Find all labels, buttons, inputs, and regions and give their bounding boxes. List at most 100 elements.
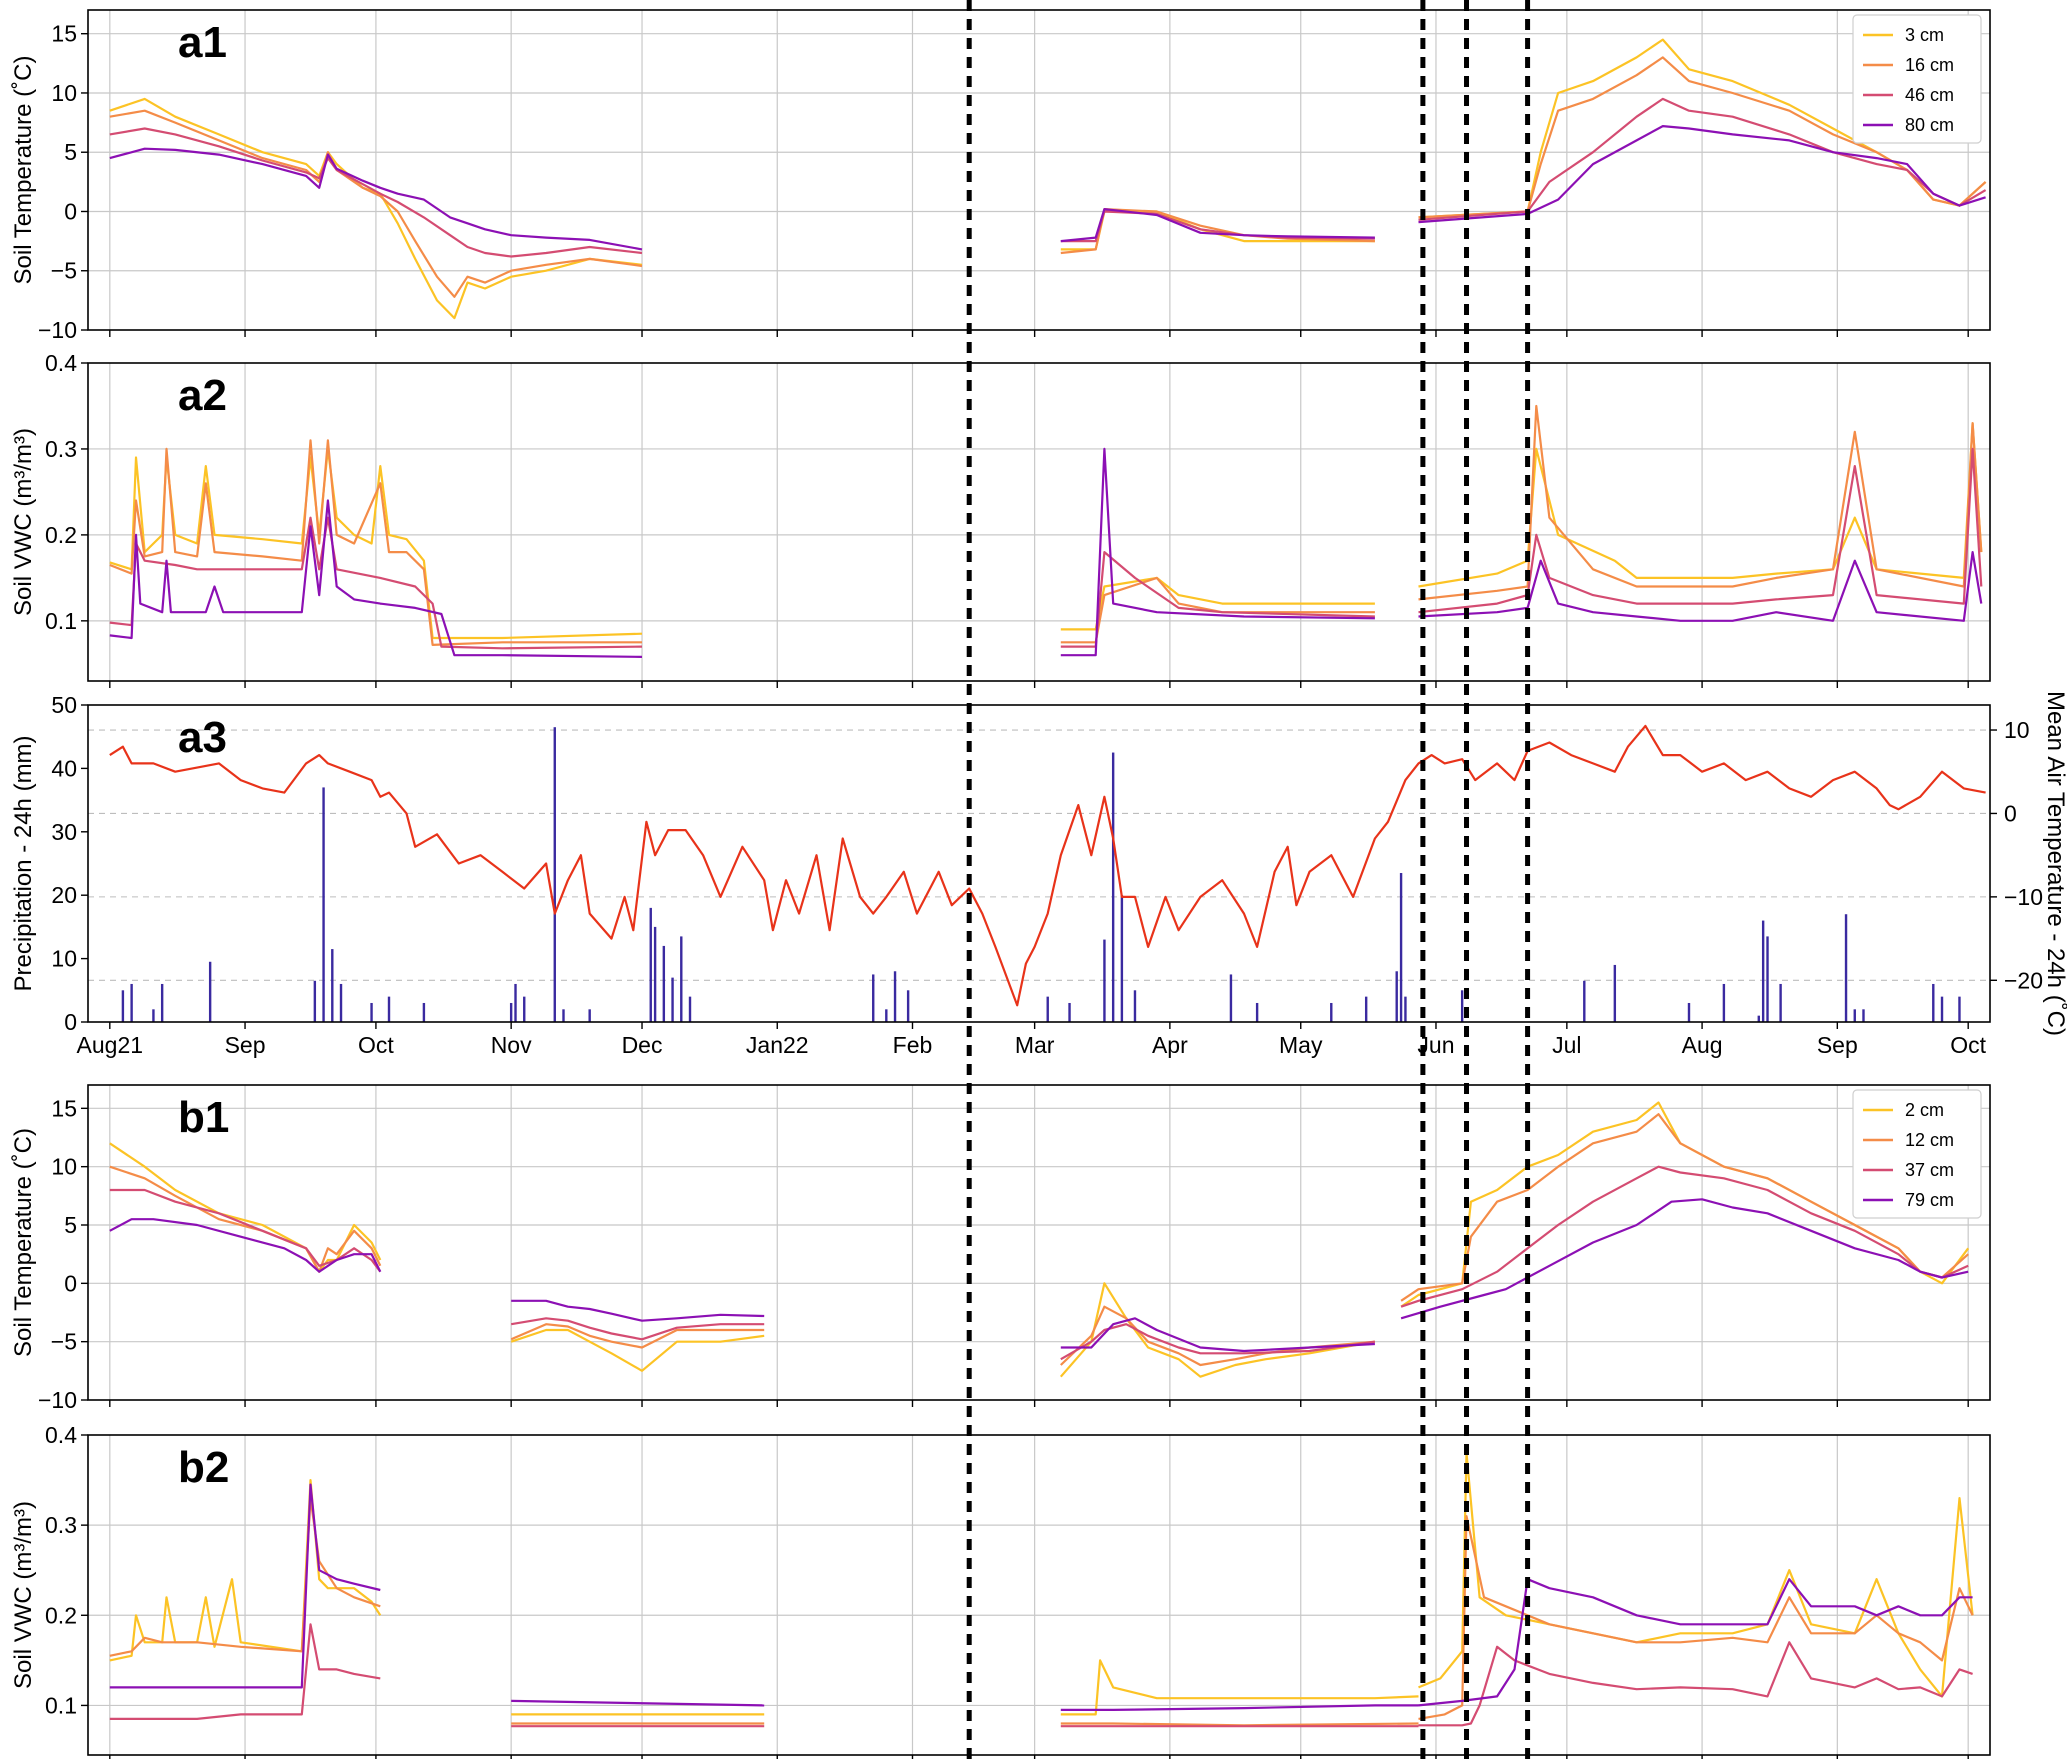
precipitation-bar — [1583, 980, 1586, 1022]
series-line-segment — [1418, 1451, 1974, 1698]
precipitation-bar — [1722, 983, 1726, 1022]
precipitation-bar — [1068, 1002, 1071, 1022]
precipitation-bar — [1330, 1002, 1333, 1022]
plot-frame — [87, 704, 1991, 1023]
series-2cm — [109, 1101, 1970, 1378]
x-tick-label: Apr — [1152, 1032, 1188, 1058]
panel-label: a3 — [178, 713, 227, 762]
plot-frame — [87, 362, 1991, 682]
x-tick-label: Feb — [893, 1032, 933, 1058]
series-line-segment — [109, 1188, 382, 1273]
series-46cm — [109, 97, 1987, 258]
precipitation-bar — [370, 1002, 373, 1022]
legend-entry: 2 cm — [1905, 1100, 1944, 1120]
series-line-segment — [109, 1483, 381, 1689]
series-line-segment — [109, 147, 643, 251]
precipitation-bar — [160, 983, 164, 1022]
y-right-tick-label: −20 — [2004, 967, 2043, 993]
series-line-segment — [1060, 1305, 1375, 1367]
precipitation-bar — [653, 926, 657, 1022]
precipitation-bar — [1766, 936, 1769, 1022]
event-lines — [966, 0, 1531, 1759]
series-line-segment — [511, 1317, 765, 1341]
precipitation-bar — [514, 983, 517, 1022]
precipitation-bar — [339, 983, 343, 1022]
series-12cm — [109, 1113, 1969, 1367]
precipitation-bar — [387, 996, 391, 1022]
precipitation-bar — [422, 1002, 426, 1022]
panel-b2: 0.4 0.3 0.2 0.1 Soil VWC (m³/m³) b2 — [10, 1422, 1991, 1759]
x-tick-label: Oct — [1950, 1032, 1986, 1058]
series-line-segment — [1400, 1198, 1969, 1320]
precipitation-bar — [1364, 996, 1368, 1022]
precipitation-bar — [588, 1009, 591, 1022]
x-tick-label: Sep — [225, 1032, 266, 1058]
precipitation-bar — [562, 1009, 565, 1022]
x-tick-label: Oct — [358, 1032, 394, 1058]
legend-box — [1852, 14, 1982, 144]
y-right-tick-label: 0 — [2004, 800, 2017, 826]
y-axis-title: Soil Temperature (˚C) — [10, 56, 37, 285]
series-line-segment — [109, 1478, 382, 1662]
precipitation-bar — [1761, 920, 1765, 1022]
y-right-tick-label: −10 — [2004, 884, 2043, 910]
panel-a1: 15 10 5 0 −5 −10 Soil Temperature (˚C) a1 3 cm 16… — [10, 9, 1991, 343]
series-3cm — [109, 38, 1987, 320]
y-tick-label: 50 — [51, 692, 77, 718]
precipitation-bar — [649, 907, 652, 1022]
precipitation-bar — [1046, 996, 1049, 1022]
y-tick-label: −5 — [51, 258, 77, 284]
y-tick-label: 5 — [64, 139, 77, 165]
series-line-segment — [1060, 208, 1375, 243]
panel-label: b2 — [178, 1443, 229, 1492]
legend-entry: 3 cm — [1905, 25, 1944, 45]
series-line-segment — [511, 1299, 765, 1322]
y-tick-label: 0.4 — [45, 350, 77, 376]
series-line-segment — [1418, 1641, 1973, 1727]
series-line-segment — [1400, 1165, 1969, 1308]
series-80cm — [109, 124, 1986, 251]
y-tick-label: 15 — [51, 21, 77, 47]
panel-label: b1 — [178, 1093, 229, 1142]
precipitation-bar — [662, 945, 666, 1022]
series-line-segment — [109, 516, 643, 650]
y-tick-label: 0.3 — [45, 1512, 77, 1538]
plot-frame — [87, 1084, 1991, 1401]
legend-entry: 16 cm — [1905, 55, 1954, 75]
series-line-segment — [1060, 1659, 1419, 1716]
precipitation-bar — [1133, 990, 1137, 1022]
precipitation-bar — [121, 990, 125, 1022]
precipitation-bar — [1844, 914, 1848, 1022]
precipitation-bar — [1395, 971, 1398, 1022]
series-line-segment — [1060, 1704, 1419, 1712]
precipitation-bar — [1853, 1009, 1856, 1022]
series-line-segment — [1060, 1323, 1376, 1361]
plot-frame — [87, 1434, 1991, 1756]
precipitation-bar — [208, 961, 212, 1022]
precipitation-bar — [1404, 996, 1407, 1022]
precipitation-bar — [1103, 939, 1106, 1022]
series-line-segment — [109, 1165, 382, 1273]
legend-entry: 79 cm — [1905, 1190, 1954, 1210]
y-tick-label: 0 — [64, 198, 77, 224]
y-tick-label: 10 — [51, 80, 77, 106]
precipitation-bar — [1687, 1002, 1691, 1022]
series-line-segment — [109, 1623, 381, 1721]
series-line-segment — [1418, 1514, 1974, 1720]
precipitation-bar — [152, 1009, 155, 1022]
series-line-segment — [1059, 1282, 1376, 1378]
y-axis-title: Precipitation - 24h (mm) — [10, 735, 37, 991]
panel-a2: 0.4 0.3 0.2 0.1 Soil VWC (m³/m³) a2 — [10, 350, 1991, 688]
y-tick-label: 5 — [64, 1212, 77, 1238]
x-tick-label: Jan22 — [746, 1032, 809, 1058]
precipitation-bar — [1111, 752, 1115, 1022]
precipitation-bar — [1460, 990, 1464, 1022]
precipitation-bar — [1229, 974, 1233, 1022]
panel-label: a2 — [178, 371, 227, 420]
series-16cm — [109, 404, 1983, 647]
series-line-segment — [1418, 404, 1983, 601]
y-tick-label: −10 — [38, 317, 77, 343]
y-axis-right-title: Mean Air Temperature - 24h (˚C) — [2042, 691, 2067, 1036]
precipitation-bar — [313, 980, 317, 1022]
precipitation-bar — [1120, 895, 1124, 1022]
